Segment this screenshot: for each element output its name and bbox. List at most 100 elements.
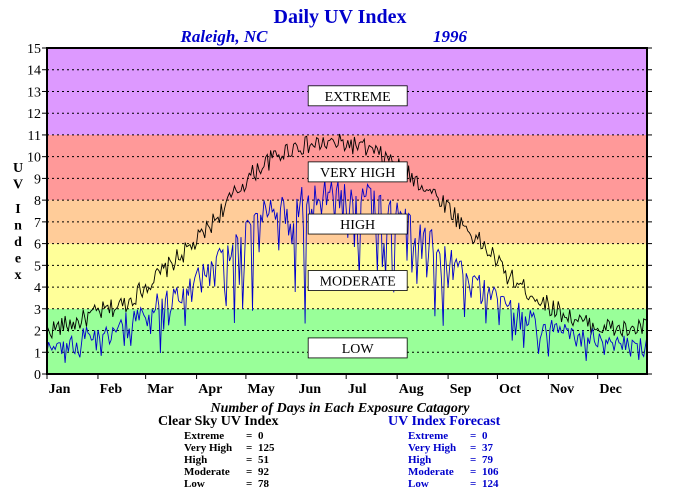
band-label-text: LOW xyxy=(342,342,375,357)
band-label-text: VERY HIGH xyxy=(320,166,395,181)
stat-eq: = xyxy=(470,478,477,490)
y-tick-label: 11 xyxy=(28,129,41,144)
y-tick-label: 13 xyxy=(27,85,41,100)
band-label-extreme: EXTREME xyxy=(307,85,408,107)
stat-row: Low = 78 xyxy=(184,478,288,490)
stat-eq: = xyxy=(246,430,253,442)
stat-label: Very High xyxy=(184,442,233,454)
stat-label: Extreme xyxy=(184,430,225,442)
x-tick-label: Sep xyxy=(450,382,472,397)
y-axis-label-letter: U xyxy=(13,161,23,176)
y-tick-label: 5 xyxy=(34,259,41,274)
stat-row: High = 79 xyxy=(408,454,512,466)
stat-row: Very High = 125 xyxy=(184,442,288,454)
x-tick-label: Oct xyxy=(499,382,521,397)
band-label-text: MODERATE xyxy=(320,275,396,290)
chart-location: Raleigh, NC xyxy=(180,27,269,46)
stat-label: Low xyxy=(408,478,429,490)
stat-value: 0 xyxy=(258,430,264,442)
x-tick-label: Jun xyxy=(299,382,322,397)
stat-row: Low = 124 xyxy=(408,478,512,490)
x-tick-label: Nov xyxy=(550,382,574,397)
x-tick-label: Dec xyxy=(599,382,622,397)
y-axis-label-letter: I xyxy=(15,202,20,217)
stat-eq: = xyxy=(246,442,253,454)
y-axis-label-letter: e xyxy=(15,252,21,267)
band-label-text: HIGH xyxy=(340,218,375,233)
y-axis-label-letter: x xyxy=(15,268,22,283)
y-tick-label: 4 xyxy=(34,281,41,296)
y-tick-label: 10 xyxy=(27,151,41,166)
stat-value: 92 xyxy=(258,466,269,478)
y-tick-label: 3 xyxy=(34,303,41,318)
stat-eq: = xyxy=(246,454,253,466)
forecast-stats: UV Index Forecast Extreme = 0 Very High = 37… xyxy=(388,414,512,490)
clear-sky-stats-title: Clear Sky UV Index xyxy=(158,414,279,429)
y-tick-label: 2 xyxy=(34,325,41,340)
stat-label: High xyxy=(408,454,432,466)
x-tick-label: Mar xyxy=(147,382,173,397)
stat-eq: = xyxy=(470,454,477,466)
stat-value: 78 xyxy=(258,478,269,490)
stat-value: 0 xyxy=(482,430,488,442)
stat-label: Moderate xyxy=(408,466,454,478)
y-tick-label: 7 xyxy=(34,216,41,231)
stat-eq: = xyxy=(470,466,477,478)
band-label-box xyxy=(307,85,408,107)
stat-label: Extreme xyxy=(408,430,449,442)
y-tick-label: 1 xyxy=(34,346,41,361)
stat-row: Extreme = 0 xyxy=(184,430,288,442)
stat-eq: = xyxy=(470,430,477,442)
stat-value: 79 xyxy=(482,454,493,466)
band-label-low: LOW xyxy=(307,337,408,359)
x-tick-label: Apr xyxy=(198,382,222,397)
y-axis-label-letter: V xyxy=(13,178,23,193)
band-label-high: HIGH xyxy=(307,213,408,235)
stat-eq: = xyxy=(246,478,253,490)
stat-label: High xyxy=(184,454,208,466)
stat-eq: = xyxy=(470,442,477,454)
band-label-box xyxy=(307,213,408,235)
stat-row: Extreme = 0 xyxy=(408,430,512,442)
band-label-box xyxy=(307,270,408,291)
band-label-moderate: MODERATE xyxy=(307,270,408,291)
clear-sky-stats: Clear Sky UV Index Extreme = 0 Very High = 1… xyxy=(158,414,288,490)
band-label-very-high: VERY HIGH xyxy=(307,161,408,183)
band-label-box xyxy=(307,161,408,183)
y-tick-label: 15 xyxy=(27,42,41,57)
counts-subtitle: Number of Days in Each Exposure Catagory xyxy=(209,401,470,416)
stat-label: Very High xyxy=(408,442,457,454)
x-tick-label: Aug xyxy=(399,382,424,397)
plot-frame xyxy=(46,47,648,375)
stat-label: Moderate xyxy=(184,466,230,478)
band-label-text: EXTREME xyxy=(325,90,391,105)
y-tick-label: 12 xyxy=(27,107,41,122)
y-tick-label: 14 xyxy=(27,64,41,79)
stat-row: Moderate = 92 xyxy=(184,466,288,478)
series-line-clear-sky xyxy=(46,133,648,340)
x-tick-label: May xyxy=(248,382,275,397)
stat-row: High = 51 xyxy=(184,454,288,466)
y-axis-label-letter: n xyxy=(14,219,22,234)
y-tick-label: 8 xyxy=(34,194,41,209)
x-tick-label: Jan xyxy=(49,382,71,397)
stat-value: 125 xyxy=(258,442,275,454)
stat-value: 37 xyxy=(482,442,493,454)
chart-year: 1996 xyxy=(433,27,468,46)
stat-value: 124 xyxy=(482,478,499,490)
chart-title: Daily UV Index xyxy=(274,6,407,28)
stat-value: 106 xyxy=(482,466,499,478)
y-axis-label-letter: d xyxy=(14,235,22,250)
stat-value: 51 xyxy=(258,454,269,466)
forecast-stats-title: UV Index Forecast xyxy=(388,414,501,429)
stat-label: Low xyxy=(184,478,205,490)
stat-row: Moderate = 106 xyxy=(408,466,512,478)
y-tick-label: 9 xyxy=(34,172,41,187)
band-label-box xyxy=(307,337,408,359)
x-tick-label: Feb xyxy=(100,382,123,397)
stat-eq: = xyxy=(246,466,253,478)
stat-row: Very High = 37 xyxy=(408,442,512,454)
x-tick-label: Jul xyxy=(348,382,367,397)
